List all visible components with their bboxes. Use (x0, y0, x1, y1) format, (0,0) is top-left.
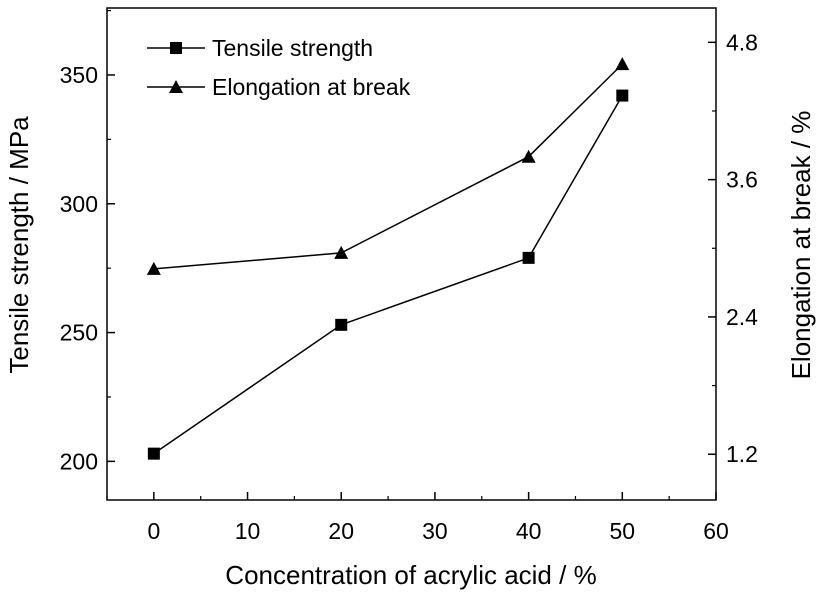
x-tick-label: 20 (328, 518, 354, 544)
x-axis-title: Concentration of acrylic acid / % (225, 560, 596, 590)
data-point-tensile (616, 89, 629, 102)
x-tick-label: 30 (422, 518, 448, 544)
legend-label-elongation: Elongation at break (212, 74, 411, 100)
x-tick-label: 50 (610, 518, 636, 544)
plot-frame (106, 7, 717, 501)
series-line-tensile (153, 95, 623, 455)
x-tick-label: 60 (703, 518, 729, 544)
y-right-tick-label: 1.2 (726, 441, 758, 467)
y-right-tick-label: 3.6 (726, 167, 758, 193)
x-tick-label: 0 (147, 518, 160, 544)
legend-marker-triangle (169, 80, 183, 93)
y-left-tick-label: 250 (60, 320, 98, 346)
data-point-elongation (146, 261, 161, 275)
y-left-tick-label: 200 (60, 448, 98, 474)
data-point-tensile (335, 318, 348, 331)
x-tick-label: 40 (516, 518, 542, 544)
data-point-elongation (615, 57, 630, 71)
data-point-tensile (147, 447, 160, 460)
data-point-elongation (521, 149, 536, 163)
y-right-tick-label: 4.8 (726, 29, 758, 55)
y-right-tick-label: 2.4 (726, 304, 758, 330)
y-left-tick-label: 300 (60, 191, 98, 217)
y-axis-left-title: Tensile strength / MPa (4, 116, 34, 374)
series-line-elongation (153, 63, 623, 270)
legend-marker-square (170, 42, 182, 54)
legend-label-tensile: Tensile strength (212, 35, 373, 61)
x-tick-label: 10 (235, 518, 261, 544)
series-layer (146, 57, 630, 460)
y-left-tick-label: 350 (60, 62, 98, 88)
y-axis-right-title: Elongation at break / % (786, 111, 816, 380)
data-point-tensile (522, 251, 535, 264)
legend: Tensile strength Elongation at break (147, 35, 411, 100)
data-point-elongation (334, 245, 349, 259)
